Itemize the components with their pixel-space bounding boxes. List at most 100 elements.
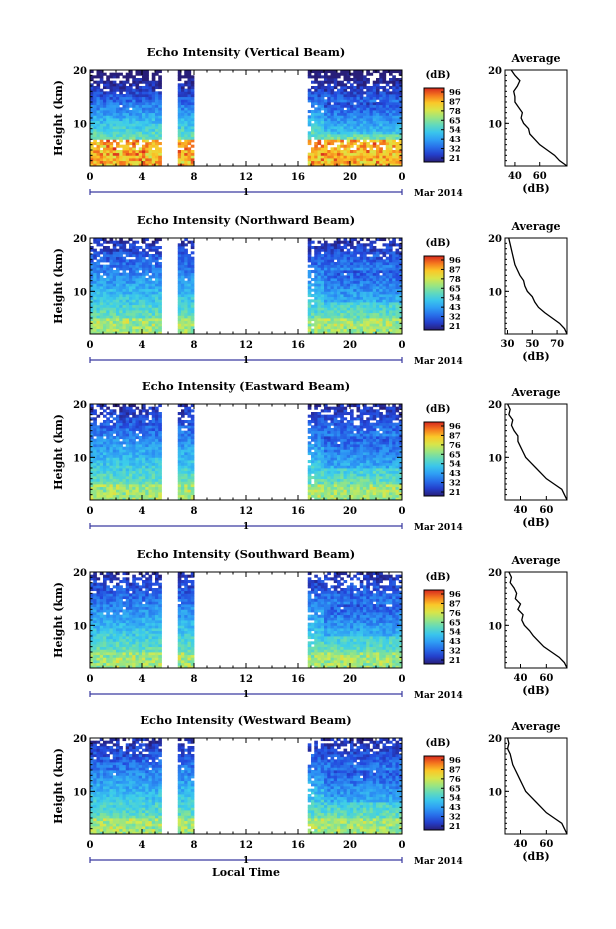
heatmap-cell: [90, 70, 94, 74]
heatmap-cell: [129, 484, 133, 488]
heatmap-cell: [398, 86, 403, 90]
heatmap-cell: [103, 460, 107, 464]
heatmap-cell: [356, 240, 361, 244]
heatmap-cell: [122, 259, 127, 263]
heatmap-cell: [353, 107, 357, 111]
heatmap-cell: [122, 320, 127, 324]
heatmap-cell: [125, 86, 130, 90]
heatmap-cell: [145, 262, 149, 266]
heatmap-cell: [369, 107, 374, 111]
heatmap-cell: [314, 115, 318, 119]
heatmap-cell: [129, 142, 133, 146]
heatmap-cell: [187, 468, 192, 472]
heatmap-cell: [346, 294, 351, 298]
heatmap-cell: [372, 259, 377, 263]
heatmap-cell: [116, 291, 120, 295]
heatmap-cell: [359, 296, 364, 300]
heatmap-cell: [314, 414, 318, 418]
heatmap-cell: [93, 315, 97, 319]
heatmap-cell: [389, 275, 393, 279]
heatmap-cell: [122, 412, 127, 416]
heatmap-cell: [369, 280, 374, 284]
heatmap-cell: [369, 104, 374, 108]
heatmap-cell: [103, 468, 107, 472]
heatmap-cell: [372, 88, 377, 92]
heatmap-cell: [382, 264, 387, 268]
heatmap-cell: [138, 272, 143, 276]
heatmap-cell: [96, 88, 101, 92]
heatmap-cell: [112, 147, 117, 151]
heatmap-cell: [116, 436, 120, 440]
heatmap-cell: [350, 86, 354, 90]
heatmap-cell: [96, 163, 101, 167]
heatmap-cell: [376, 251, 380, 255]
heatmap-cell: [376, 310, 380, 314]
heatmap-cell: [343, 94, 348, 98]
heatmap-cell: [96, 438, 101, 442]
heatmap-cell: [385, 248, 390, 252]
heatmap-cell: [155, 460, 159, 464]
heatmap-cell: [129, 291, 133, 295]
heatmap-cell: [122, 294, 127, 298]
heatmap-cell: [320, 160, 325, 164]
heatmap-cell: [132, 136, 136, 140]
heatmap-cell: [327, 158, 331, 162]
heatmap-cell: [363, 147, 367, 151]
heatmap-cell: [392, 96, 396, 100]
heatmap-cell: [340, 288, 344, 292]
heatmap-cell: [184, 150, 188, 154]
heatmap-cell: [379, 128, 383, 132]
heatmap-cell: [330, 254, 335, 258]
heatmap-cell: [135, 264, 140, 268]
heatmap-cell: [119, 120, 123, 124]
heatmap-cell: [346, 251, 351, 255]
heatmap-cell: [340, 131, 344, 135]
heatmap-cell: [103, 430, 107, 434]
heatmap-cell: [148, 497, 153, 501]
heatmap-cell: [395, 291, 400, 295]
heatmap-cell: [389, 280, 393, 284]
heatmap-cell: [382, 99, 387, 103]
heatmap-cell: [145, 478, 149, 482]
heatmap-cell: [359, 147, 364, 151]
heatmap-cell: [350, 96, 354, 100]
heatmap-cell: [184, 478, 188, 482]
colorbar-tick-label: 54: [449, 294, 461, 304]
heatmap-cell: [116, 278, 120, 282]
colorbar-tick-label: 87: [449, 97, 461, 107]
heatmap-cell: [142, 489, 146, 493]
heatmap-cell: [307, 251, 312, 255]
heatmap-cell: [317, 296, 322, 300]
heatmap-cell: [96, 478, 101, 482]
heatmap-cell: [320, 158, 325, 162]
heatmap-cell: [106, 465, 110, 469]
heatmap-cell: [103, 446, 107, 450]
heatmap-cell: [119, 259, 123, 263]
heatmap-cell: [307, 406, 312, 410]
heatmap-cell: [353, 88, 357, 92]
heatmap-cell: [145, 259, 149, 263]
heatmap-cell: [369, 112, 374, 116]
heatmap-cell: [314, 94, 318, 98]
heatmap-cell: [119, 126, 123, 130]
heatmap-cell: [106, 123, 110, 127]
heatmap-cell: [359, 75, 364, 79]
heatmap-cell: [177, 473, 182, 477]
heatmap-cell: [320, 278, 325, 282]
heatmap-cell: [395, 96, 400, 100]
heatmap-cell: [93, 275, 97, 279]
heatmap-cell: [99, 318, 104, 322]
heatmap-cell: [96, 238, 101, 242]
heatmap-cell: [366, 131, 370, 135]
heatmap-cell: [395, 70, 400, 74]
heatmap-cell: [372, 262, 377, 266]
heatmap-cell: [125, 481, 130, 485]
heatmap-cell: [96, 80, 101, 84]
heatmap-cell: [90, 299, 94, 303]
heatmap-cell: [142, 414, 146, 418]
heatmap-cell: [366, 312, 370, 316]
heatmap-cell: [317, 246, 322, 250]
heatmap-cell: [151, 454, 156, 458]
heatmap-cell: [125, 462, 130, 466]
heatmap-cell: [93, 497, 97, 501]
